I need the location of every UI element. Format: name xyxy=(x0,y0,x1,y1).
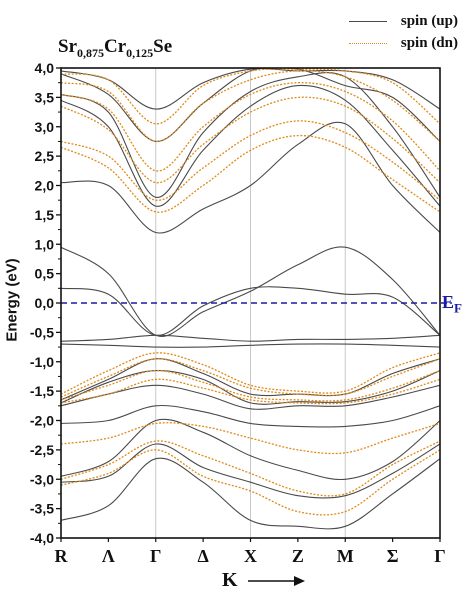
title-sub-0: 0,875 xyxy=(77,45,104,60)
title-part-0: Sr xyxy=(58,36,77,57)
band-spin-up-11 xyxy=(61,121,440,234)
x-tick-label-8: Γ xyxy=(434,546,445,566)
band-spin-up-8 xyxy=(61,334,440,342)
y-tick-label-12: -2,0 xyxy=(30,413,54,429)
y-tick-label-5: 1,5 xyxy=(35,207,55,223)
x-tick-label-2: Γ xyxy=(150,546,161,566)
legend-swatch-spin-up xyxy=(348,20,387,22)
legend-entry-spin-up: spin (up) xyxy=(348,10,458,32)
y-tick-label-15: -3,5 xyxy=(30,501,54,517)
y-tick-label-3: 2,5 xyxy=(35,148,55,164)
y-tick-label-0: 4,0 xyxy=(35,60,55,76)
band-spin-up-4 xyxy=(61,384,440,410)
legend-entry-spin-dn: spin (dn) xyxy=(348,32,458,54)
band-spin-dn-5 xyxy=(61,358,440,398)
y-tick-label-11: -1,5 xyxy=(30,383,54,399)
band-spin-up-6 xyxy=(61,358,440,401)
arrow-right-icon xyxy=(247,575,305,586)
band-spin-up-7 xyxy=(61,343,440,348)
x-tick-label-6: M xyxy=(337,546,354,566)
y-tick-label-6: 1,0 xyxy=(35,236,55,252)
title-sub-1: 0,125 xyxy=(126,45,154,60)
band-spin-up-12 xyxy=(61,84,440,207)
band-spin-up-0 xyxy=(61,457,440,530)
y-tick-label-1: 3,5 xyxy=(35,89,55,105)
x-tick-label-0: R xyxy=(55,546,69,566)
band-spin-up-15 xyxy=(61,68,440,110)
legend-swatch-spin-dn xyxy=(348,42,387,44)
band-spin-dn-10 xyxy=(61,82,440,172)
legend-label-spin-dn: spin (dn) xyxy=(400,34,458,51)
x-axis-title: K xyxy=(222,569,306,592)
y-tick-label-13: -2,5 xyxy=(30,442,54,458)
band-spin-dn-4 xyxy=(61,369,440,402)
band-spin-up-2 xyxy=(61,418,440,481)
band-spin-dn-1 xyxy=(61,440,440,497)
x-tick-label-3: Δ xyxy=(197,546,208,566)
y-tick-label-8: 0,0 xyxy=(35,295,55,311)
x-tick-label-4: X xyxy=(244,546,257,566)
fermi-level-label: EF xyxy=(442,292,462,317)
y-tick-label-16: -4,0 xyxy=(30,530,54,546)
title-part-1: Cr xyxy=(104,36,127,57)
x-tick-label-1: Λ xyxy=(102,546,115,566)
x-tick-label-5: Z xyxy=(292,546,304,566)
band-spin-up-1 xyxy=(61,443,440,499)
legend-label-spin-up: spin (up) xyxy=(400,12,458,29)
y-tick-label-14: -3,0 xyxy=(30,471,54,487)
band-spin-dn-8 xyxy=(61,120,440,201)
chart-title: Sr0,875Cr0,125Se xyxy=(58,36,172,61)
band-spin-dn-3 xyxy=(61,378,440,405)
band-spin-up-9 xyxy=(61,286,440,336)
band-spin-dn-7 xyxy=(61,134,440,213)
band-spin-up-14 xyxy=(61,68,440,142)
band-spin-up-13 xyxy=(61,71,440,198)
band-spin-dn-9 xyxy=(61,96,440,184)
y-tick-label-9: -0,5 xyxy=(30,324,54,340)
y-tick-label-4: 2,0 xyxy=(35,178,55,194)
band-spin-up-10 xyxy=(61,246,440,337)
band-spin-up-5 xyxy=(61,370,440,405)
x-axis-title-text: K xyxy=(222,569,238,591)
y-tick-label-2: 3,0 xyxy=(35,119,55,135)
legend: spin (up) spin (dn) xyxy=(348,10,458,54)
band-spin-up-3 xyxy=(61,404,440,428)
band-spin-dn-11 xyxy=(61,70,440,143)
band-spin-dn-2 xyxy=(61,422,440,455)
band-spin-dn-0 xyxy=(61,449,440,516)
x-tick-label-7: Σ xyxy=(387,546,399,566)
title-part-2: Se xyxy=(153,36,173,57)
y-tick-label-10: -1,0 xyxy=(30,354,54,370)
y-axis-title: Energy (eV) xyxy=(3,258,21,342)
fermi-label-main: E xyxy=(442,292,455,312)
y-tick-label-7: 0,5 xyxy=(35,266,55,282)
fermi-label-sub: F xyxy=(454,300,462,316)
